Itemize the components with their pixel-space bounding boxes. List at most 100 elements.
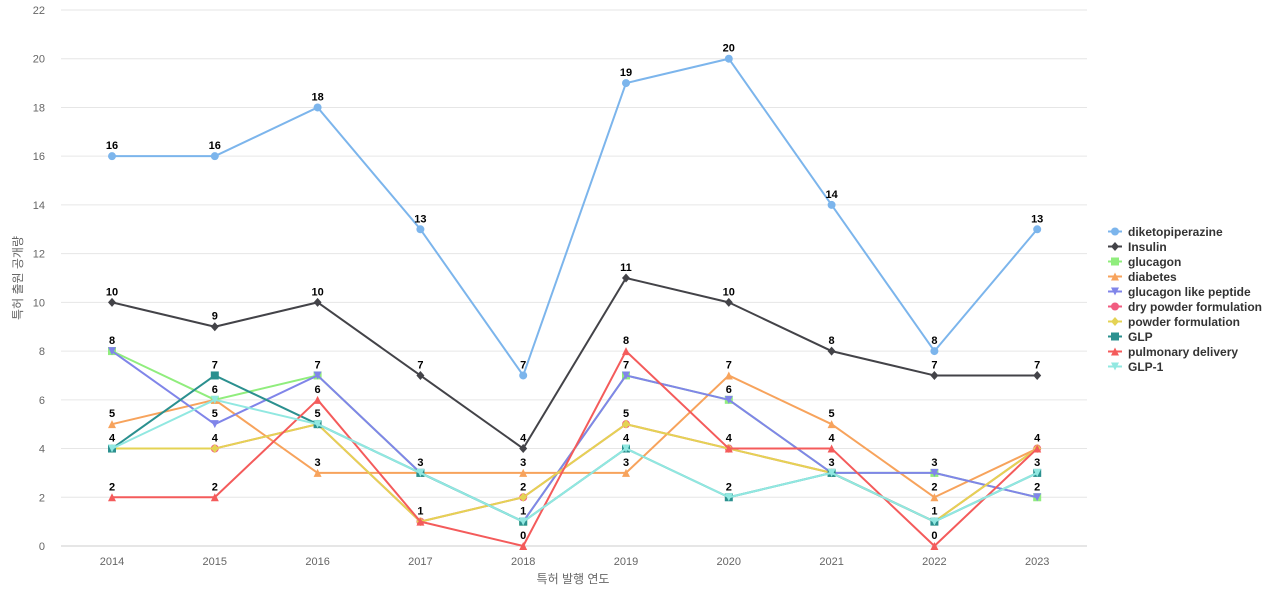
- data-point-pulmonary-delivery[interactable]: [210, 493, 219, 502]
- data-label: 7: [1034, 359, 1040, 371]
- data-point-pulmonary-delivery[interactable]: [519, 542, 528, 550]
- legend-marker[interactable]: [1111, 317, 1119, 326]
- data-point-pulmonary-delivery[interactable]: [416, 517, 425, 526]
- data-label: 3: [315, 457, 321, 469]
- legend-marker[interactable]: [1111, 257, 1119, 266]
- legend-item[interactable]: diabetes: [1108, 269, 1262, 284]
- data-point-diketopiperazine[interactable]: [1033, 225, 1042, 234]
- data-point-pulmonary-delivery[interactable]: [108, 493, 116, 502]
- data-label: 0: [931, 530, 937, 542]
- x-tick-label: 2019: [614, 556, 638, 568]
- data-point-pulmonary-delivery[interactable]: [313, 395, 322, 404]
- legend-item[interactable]: glucagon like peptide: [1108, 284, 1262, 299]
- data-point-diabetes[interactable]: [519, 468, 528, 477]
- data-point-powder-formulation[interactable]: [210, 444, 219, 454]
- x-tick-label: 2016: [305, 556, 329, 568]
- data-point-glp-1[interactable]: [1033, 468, 1042, 477]
- data-label: 5: [315, 408, 321, 420]
- data-point-insulin[interactable]: [622, 273, 630, 283]
- legend-marker[interactable]: [1111, 362, 1119, 371]
- data-point-pulmonary-delivery[interactable]: [724, 444, 733, 453]
- data-point-insulin[interactable]: [519, 444, 528, 454]
- data-point-glucagon-like-peptide[interactable]: [210, 420, 219, 429]
- x-axis-title: 특허 발행 연도: [537, 571, 610, 586]
- data-point-insulin[interactable]: [108, 297, 116, 307]
- data-point-glp-1[interactable]: [313, 420, 322, 429]
- data-point-pulmonary-delivery[interactable]: [930, 542, 939, 550]
- data-point-diabetes[interactable]: [724, 371, 733, 380]
- legend-marker[interactable]: [1111, 272, 1119, 281]
- data-label: 7: [212, 359, 218, 371]
- data-point-diketopiperazine[interactable]: [930, 347, 939, 356]
- data-label: 7: [315, 359, 321, 371]
- data-point-pulmonary-delivery[interactable]: [1033, 444, 1042, 453]
- data-point-glp-1[interactable]: [108, 444, 116, 453]
- legend-symbol: [1108, 362, 1122, 371]
- legend-item[interactable]: dry powder formulation: [1108, 299, 1262, 314]
- data-point-glp-1[interactable]: [416, 468, 425, 477]
- data-point-insulin[interactable]: [210, 322, 219, 332]
- legend-marker[interactable]: [1111, 302, 1119, 311]
- data-point-glucagon-like-peptide[interactable]: [1033, 493, 1042, 502]
- data-point-glucagon-like-peptide[interactable]: [622, 371, 630, 380]
- data-point-insulin[interactable]: [416, 370, 425, 380]
- data-point-pulmonary-delivery[interactable]: [827, 444, 836, 453]
- legend-marker[interactable]: [1111, 347, 1119, 356]
- data-point-diketopiperazine[interactable]: [622, 79, 630, 88]
- data-point-glp-1[interactable]: [622, 444, 630, 453]
- data-point-powder-formulation[interactable]: [519, 492, 528, 502]
- data-point-diabetes[interactable]: [622, 468, 630, 477]
- data-point-diabetes[interactable]: [930, 493, 939, 502]
- data-point-diketopiperazine[interactable]: [519, 371, 528, 380]
- data-point-glp-1[interactable]: [827, 468, 836, 477]
- data-point-insulin[interactable]: [313, 297, 322, 307]
- data-point-diketopiperazine[interactable]: [313, 103, 322, 112]
- data-label: 16: [106, 140, 118, 152]
- data-label: 7: [417, 359, 423, 371]
- legend-item[interactable]: glucagon: [1108, 254, 1262, 269]
- legend-label: dry powder formulation: [1128, 299, 1263, 314]
- data-point-diketopiperazine[interactable]: [210, 152, 219, 161]
- legend-item[interactable]: GLP: [1108, 329, 1262, 344]
- legend-marker[interactable]: [1111, 287, 1119, 296]
- data-point-glp[interactable]: [210, 371, 219, 380]
- legend-marker[interactable]: [1111, 332, 1119, 341]
- data-point-glucagon-like-peptide[interactable]: [108, 347, 116, 356]
- data-point-diketopiperazine[interactable]: [108, 152, 116, 161]
- legend-item[interactable]: Insulin: [1108, 239, 1262, 254]
- data-label: 5: [109, 408, 115, 420]
- data-point-insulin[interactable]: [930, 370, 939, 380]
- data-point-pulmonary-delivery[interactable]: [622, 347, 630, 356]
- data-point-glp-1[interactable]: [724, 493, 733, 502]
- y-tick-label: 10: [33, 297, 45, 309]
- data-point-powder-formulation[interactable]: [622, 419, 630, 429]
- data-point-insulin[interactable]: [1033, 370, 1042, 380]
- legend-item[interactable]: powder formulation: [1108, 314, 1262, 329]
- data-point-glp-1[interactable]: [519, 517, 528, 526]
- data-point-glucagon-like-peptide[interactable]: [724, 395, 733, 404]
- data-point-insulin[interactable]: [827, 346, 836, 356]
- x-tick-label: 2014: [100, 556, 124, 568]
- data-label: 2: [726, 481, 732, 493]
- data-point-diabetes[interactable]: [313, 468, 322, 477]
- legend-marker[interactable]: [1111, 242, 1119, 251]
- legend-item[interactable]: diketopiperazine: [1108, 224, 1262, 239]
- x-tick-label: 2020: [717, 556, 741, 568]
- grid: [61, 9, 1087, 547]
- data-point-glucagon-like-peptide[interactable]: [930, 468, 939, 477]
- data-point-diabetes[interactable]: [827, 420, 836, 429]
- data-point-diabetes[interactable]: [108, 420, 116, 429]
- legend-marker[interactable]: [1111, 227, 1119, 236]
- legend-item[interactable]: GLP-1: [1108, 359, 1262, 374]
- data-point-diketopiperazine[interactable]: [416, 225, 425, 234]
- legend-label: pulmonary delivery: [1128, 344, 1239, 359]
- data-point-glp-1[interactable]: [210, 395, 219, 404]
- data-point-glp-1[interactable]: [930, 517, 939, 526]
- data-point-glucagon-like-peptide[interactable]: [313, 371, 322, 380]
- legend-item[interactable]: pulmonary delivery: [1108, 344, 1262, 359]
- legend-symbol: [1108, 332, 1122, 341]
- data-point-diketopiperazine[interactable]: [827, 200, 836, 209]
- data-point-diketopiperazine[interactable]: [724, 54, 733, 63]
- data-point-insulin[interactable]: [724, 297, 733, 307]
- y-tick-label: 12: [33, 249, 45, 261]
